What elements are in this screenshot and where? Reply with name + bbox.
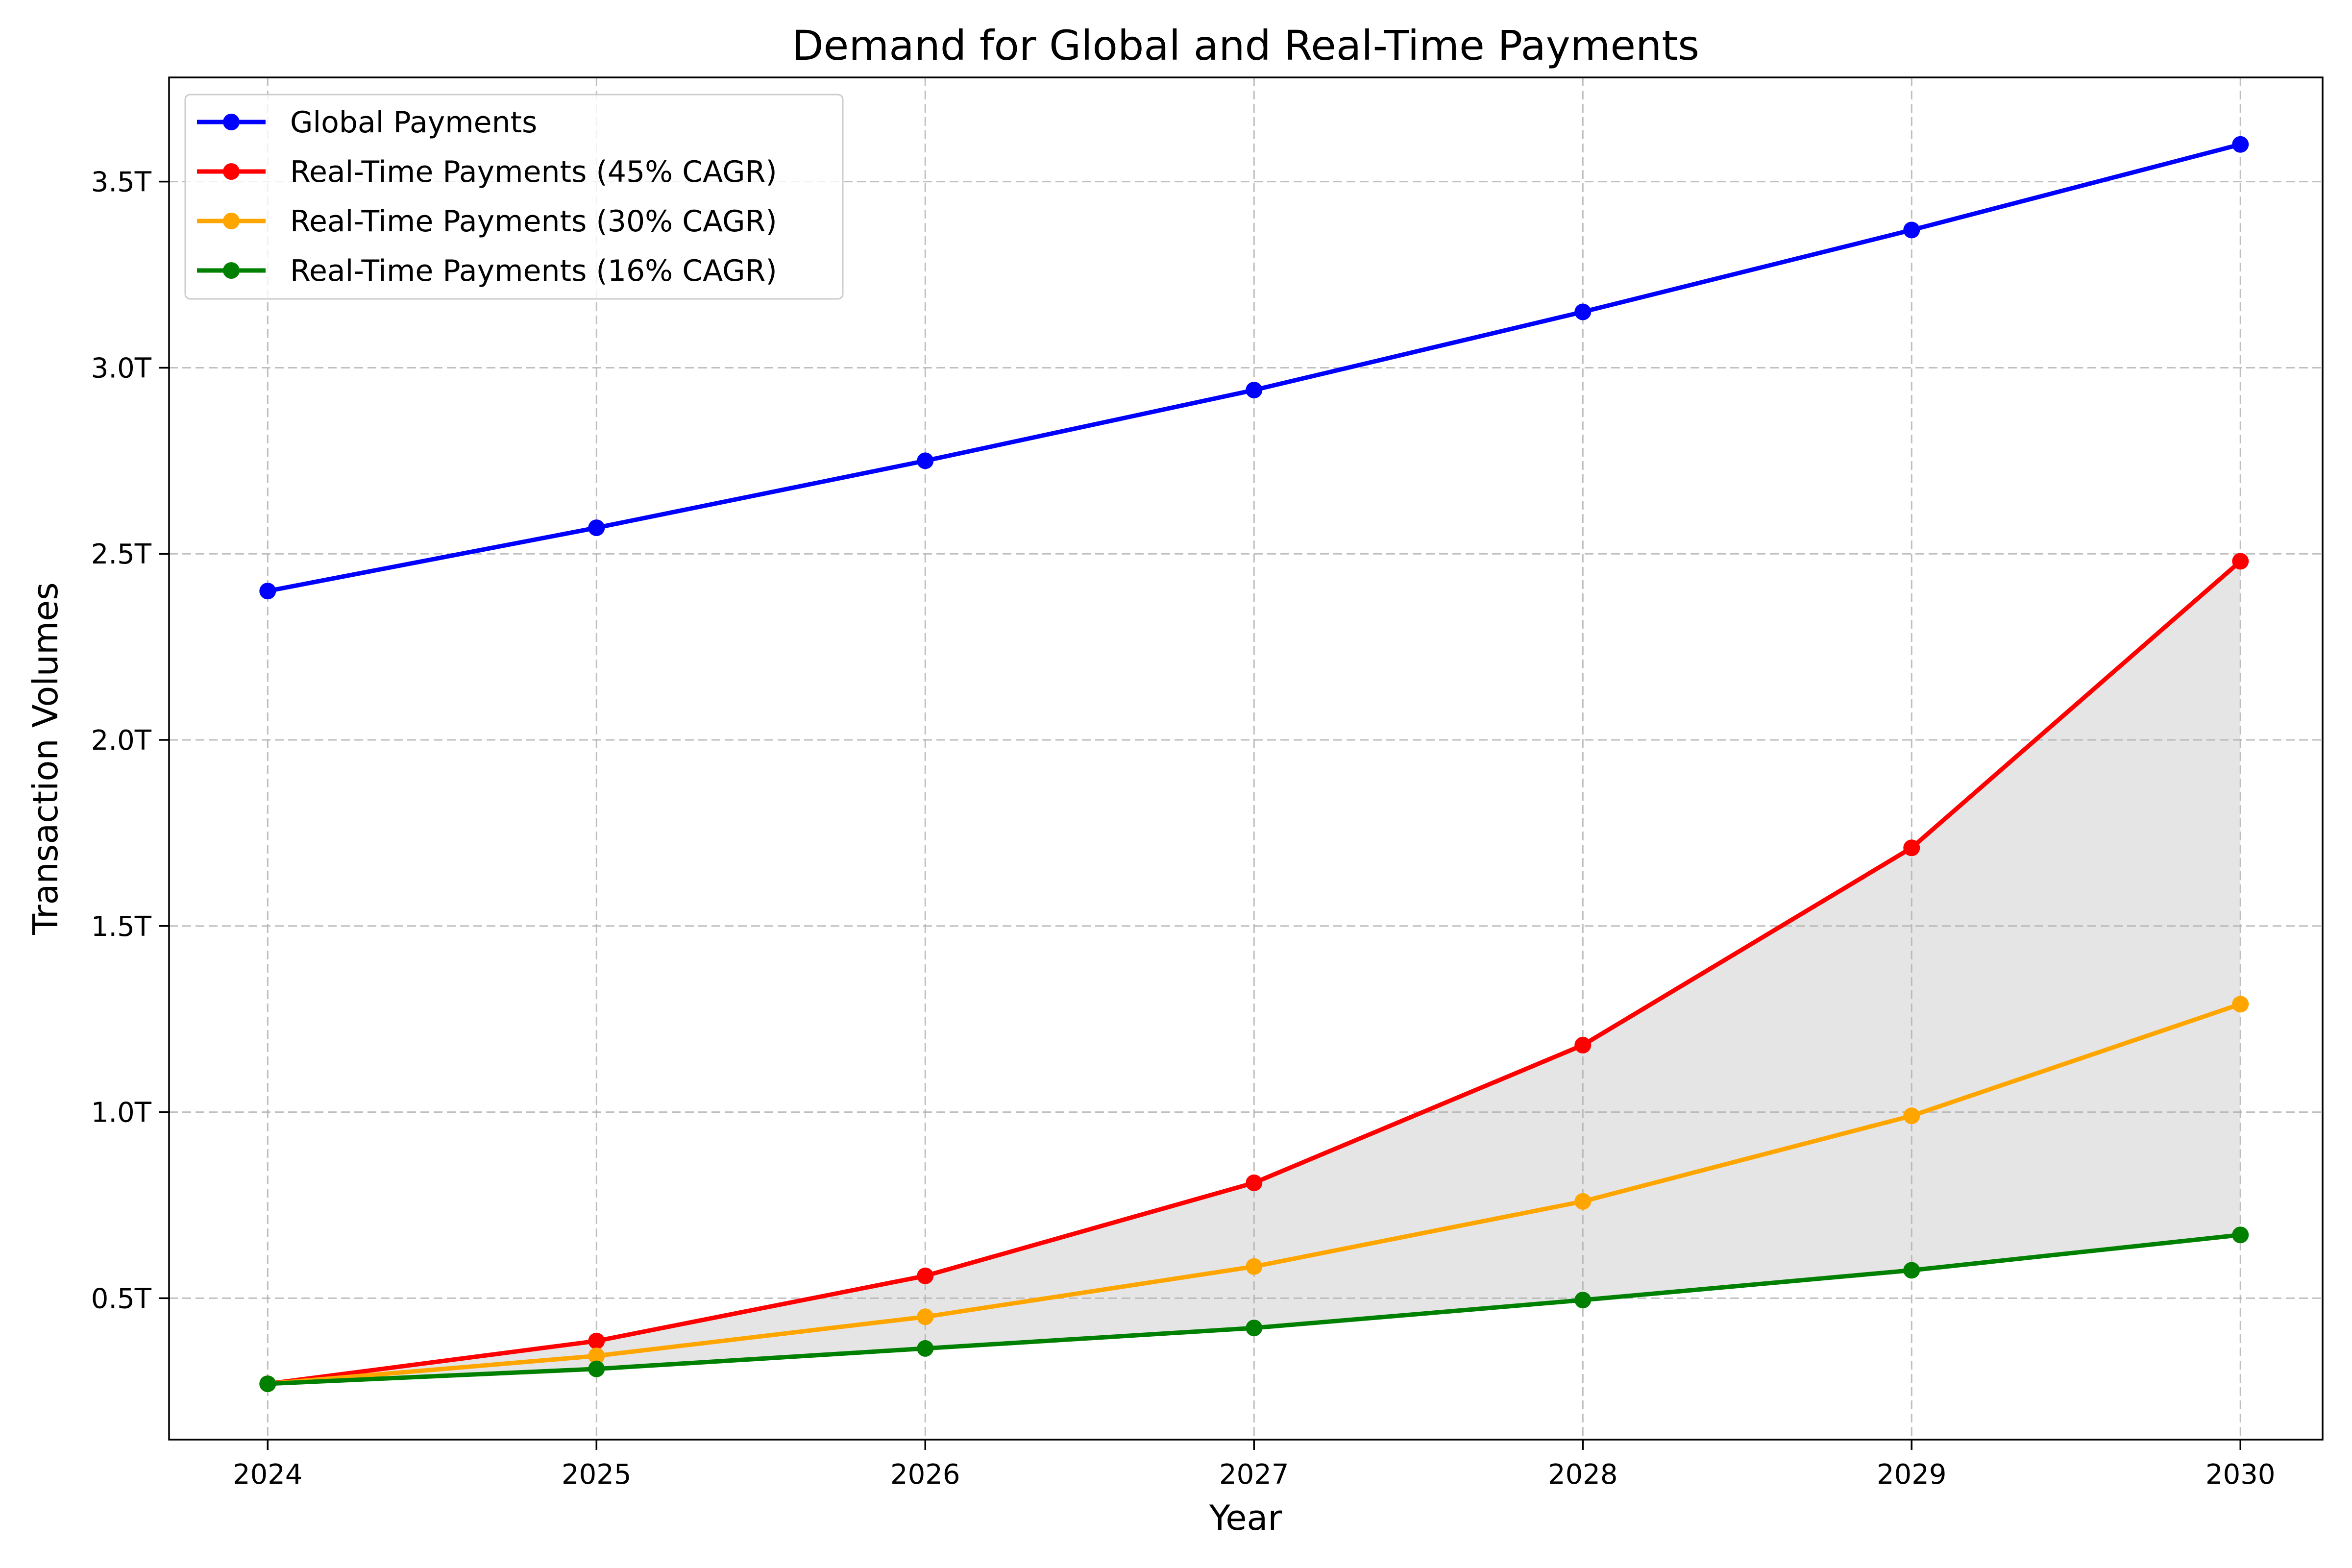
y-axis-label: Transaction Volumes [25, 582, 66, 935]
legend-entry-real-time-payments-16-cagr: Real-Time Payments (16% CAGR) [197, 254, 777, 288]
data-point [588, 519, 605, 537]
series-layer [259, 136, 2249, 1393]
legend-marker [223, 213, 240, 229]
data-point [917, 1267, 934, 1284]
series-real-time-payments-30-cagr [259, 996, 2249, 1393]
fill-between-polygon [268, 561, 2241, 1384]
data-point [2232, 996, 2249, 1013]
y-tick-label: 0.5T [91, 1283, 152, 1315]
series-global-payments [259, 136, 2249, 600]
y-tick-label: 2.5T [91, 539, 152, 570]
x-axis-ticks: 2024 2025 2026 2027 2028 2029 2030 [233, 1440, 2276, 1491]
legend-box [184, 94, 844, 300]
data-point [2232, 1226, 2249, 1244]
data-point [2232, 136, 2249, 153]
y-axis-ticks: 0.5T 1.0T 1.5T 2.0T 2.5T 3.0T 3.5T [91, 167, 169, 1315]
legend: Global Payments Real-Time Payments (45% C… [184, 94, 844, 300]
data-point [259, 1375, 276, 1393]
x-tick-label: 2024 [233, 1459, 303, 1491]
grid [169, 77, 2323, 1440]
data-point [1246, 1174, 1263, 1191]
x-tick-label: 2028 [1548, 1459, 1618, 1491]
legend-marker [223, 163, 240, 180]
data-point [1246, 382, 1263, 399]
y-tick-label: 1.5T [91, 911, 152, 943]
data-point [588, 1360, 605, 1377]
data-point [1246, 1258, 1263, 1275]
data-point [1574, 303, 1592, 320]
data-point [917, 1308, 934, 1325]
data-point [1903, 1107, 1920, 1125]
data-point [1903, 839, 1920, 857]
y-tick-label: 1.0T [91, 1097, 152, 1129]
legend-marker [223, 114, 240, 130]
data-point [1574, 1193, 1592, 1210]
data-point [917, 1340, 934, 1357]
chart-title: Demand for Global and Real-Time Payments [792, 22, 1699, 70]
data-point [1246, 1320, 1263, 1337]
data-point [1574, 1036, 1592, 1054]
legend-label: Real-Time Payments (30% CAGR) [290, 204, 777, 239]
x-tick-label: 2026 [890, 1459, 960, 1491]
fill-between-area [268, 561, 2241, 1384]
x-tick-label: 2027 [1219, 1459, 1289, 1491]
data-point [1903, 1262, 1920, 1279]
data-point [1574, 1292, 1592, 1309]
y-tick-label: 3.5T [91, 167, 152, 198]
plot-frame [168, 76, 2324, 1441]
data-point [2232, 553, 2249, 570]
y-tick-label: 3.0T [91, 352, 152, 384]
legend-label: Real-Time Payments (45% CAGR) [290, 155, 777, 189]
y-tick-label: 2.0T [91, 725, 152, 757]
legend-entry-global-payments: Global Payments [197, 105, 537, 140]
data-point [588, 1332, 605, 1349]
series-real-time-payments-16-cagr [259, 1226, 2249, 1393]
legend-entry-real-time-payments-30-cagr: Real-Time Payments (30% CAGR) [197, 204, 777, 239]
data-point [1903, 221, 1920, 239]
legend-entries: Global Payments Real-Time Payments (45% C… [197, 105, 777, 288]
data-point [259, 583, 276, 600]
data-point [588, 1348, 605, 1365]
x-tick-label: 2025 [562, 1459, 632, 1491]
data-point [917, 452, 934, 469]
legend-entry-real-time-payments-45-cagr: Real-Time Payments (45% CAGR) [197, 155, 777, 189]
x-axis-label: Year [1209, 1498, 1282, 1538]
x-tick-label: 2030 [2205, 1459, 2276, 1491]
legend-label: Global Payments [290, 105, 537, 140]
x-tick-label: 2029 [1877, 1459, 1947, 1491]
legend-label: Real-Time Payments (16% CAGR) [290, 254, 777, 288]
legend-marker [223, 262, 240, 279]
